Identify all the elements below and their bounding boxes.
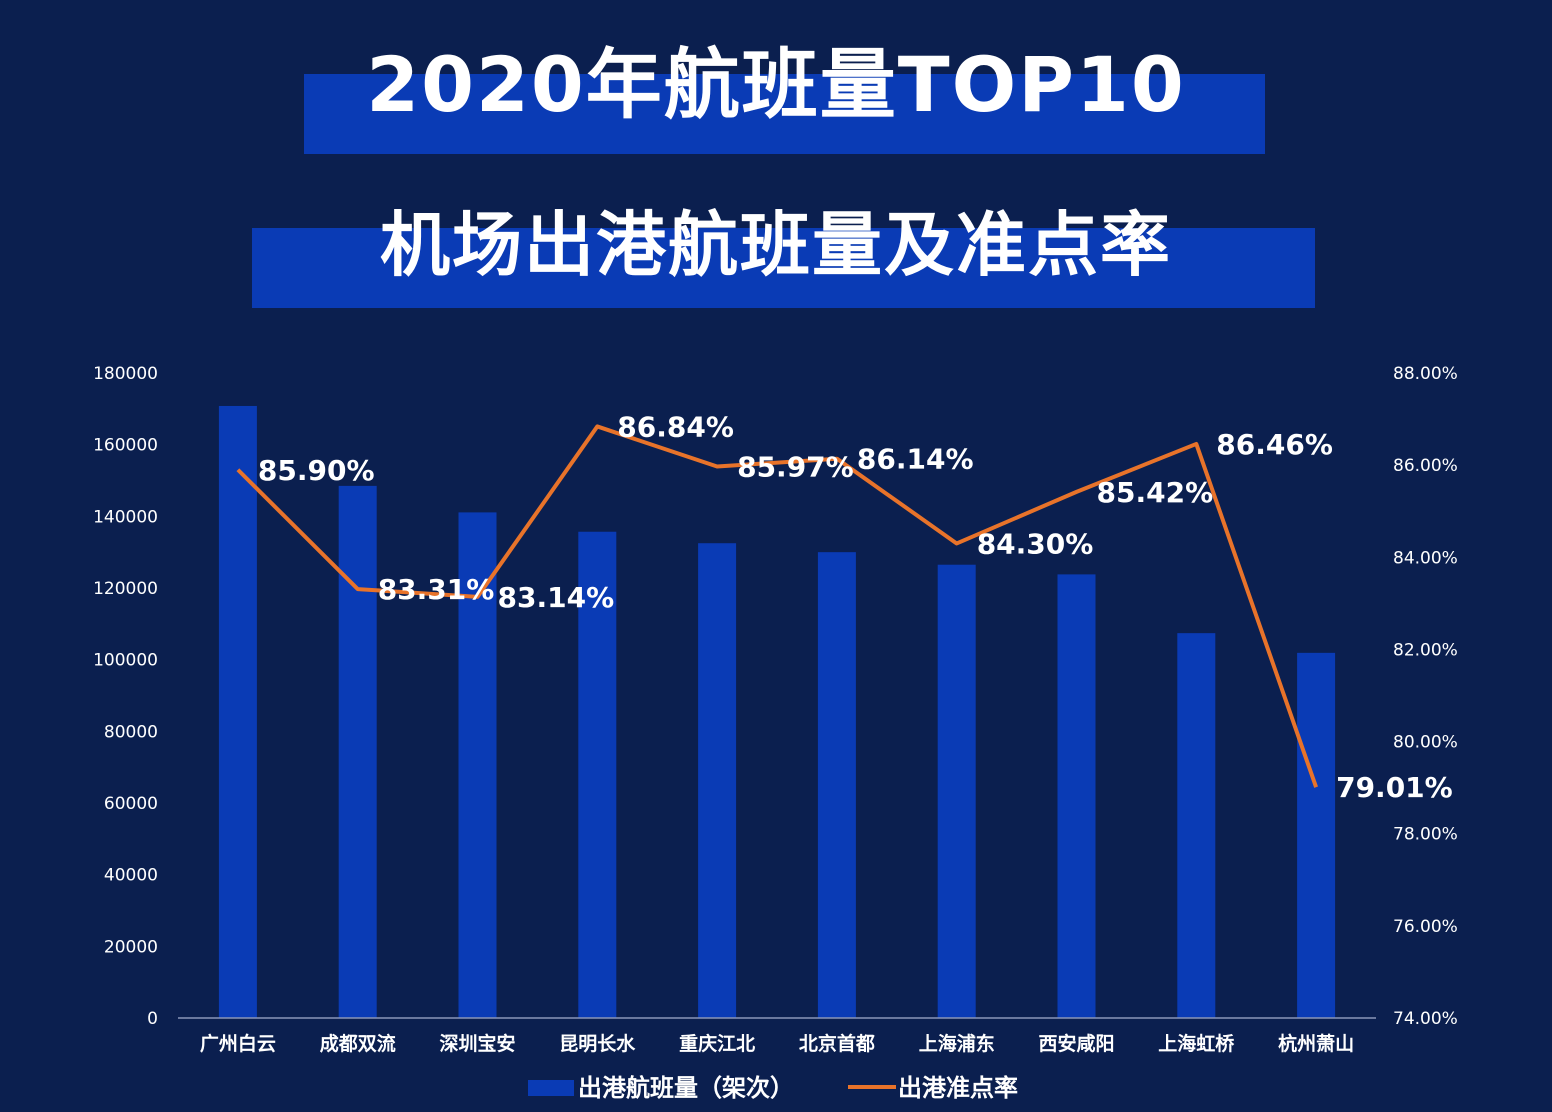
category-label: 上海虹桥 [1158,1032,1235,1055]
bar-6 [937,564,976,1018]
rate-data-label: 79.01% [1336,771,1453,804]
bar-5 [817,552,856,1018]
bar-series [218,405,1336,1018]
title-band-2 [252,228,1315,308]
category-label: 西安咸阳 [1038,1032,1114,1055]
right-tick-label: 88.00% [1393,364,1458,384]
rate-data-label: 84.30% [977,527,1094,560]
line-data-labels: 85.90% 83.31% 83.14% 86.84%85.97% 86.14% 84.3… [258,410,1453,804]
right-axis: 74.00% 76.00% 78.00% 80.00% 82.00% 84.00% 86.0… [1393,364,1458,1029]
left-tick-label: 0 [147,1009,158,1029]
rate-data-label: 86.14% [857,443,974,476]
bar-8 [1177,633,1216,1018]
right-tick-label: 86.00% [1393,456,1458,476]
legend: 出港航班量（架次） 出港准点率 [528,1074,1018,1102]
right-tick-label: 80.00% [1393,733,1458,753]
left-axis: 0 20000 40000 60000 80000 100000 120000 140000 1… [93,364,158,1029]
category-label: 杭州萧山 [1278,1032,1354,1055]
rate-data-label: 85.90% [258,454,375,487]
bar-3 [578,531,617,1018]
rate-data-label: 85.42% [1097,476,1214,509]
category-label: 上海浦东 [919,1032,995,1055]
category-label: 重庆江北 [679,1032,755,1055]
legend-line-label: 出港准点率 [898,1074,1018,1102]
bar-1 [338,485,377,1018]
left-tick-label: 160000 [93,436,158,456]
category-label: 深圳宝安 [439,1032,515,1055]
left-tick-label: 60000 [104,794,158,814]
rate-data-label: 83.31% [378,573,495,606]
right-tick-label: 76.00% [1393,917,1458,937]
bar-7 [1057,574,1096,1018]
bar-9 [1297,652,1336,1018]
left-tick-label: 140000 [93,507,158,527]
rate-data-label: 86.84% [617,410,734,443]
rate-data-label: 86.46% [1216,428,1333,461]
left-tick-label: 120000 [93,579,158,599]
category-labels: 广州白云 成都双流 深圳宝安 昆明长水 重庆江北 北京首都 上海浦东 西安咸阳 上海虹桥 杭州萧山 [200,1032,1354,1055]
right-tick-label: 78.00% [1393,825,1458,845]
category-label: 北京首都 [799,1032,875,1055]
right-tick-label: 84.00% [1393,548,1458,568]
left-tick-label: 20000 [104,937,158,957]
right-tick-label: 74.00% [1393,1009,1458,1029]
title-band-1 [304,74,1265,154]
bar-4 [698,543,737,1018]
category-label: 成都双流 [320,1032,396,1055]
bar-0 [218,405,257,1018]
legend-bar-label: 出港航班量（架次） [578,1074,794,1102]
category-label: 昆明长水 [559,1033,636,1055]
rate-data-label: 85.97% [737,451,854,484]
rate-data-label: 83.14% [498,581,615,614]
left-tick-label: 100000 [93,651,158,671]
chart-title: 2020年航班量TOP10 [366,40,1186,129]
left-tick-label: 80000 [104,722,158,742]
right-tick-label: 82.00% [1393,640,1458,660]
left-tick-label: 40000 [104,866,158,886]
legend-bar-swatch [528,1080,574,1096]
chart-subtitle: 机场出港航班量及准点率 [380,204,1172,286]
line-series [236,424,1318,788]
left-tick-label: 180000 [93,364,158,384]
rate-line [236,424,1318,788]
category-label: 广州白云 [200,1032,276,1055]
